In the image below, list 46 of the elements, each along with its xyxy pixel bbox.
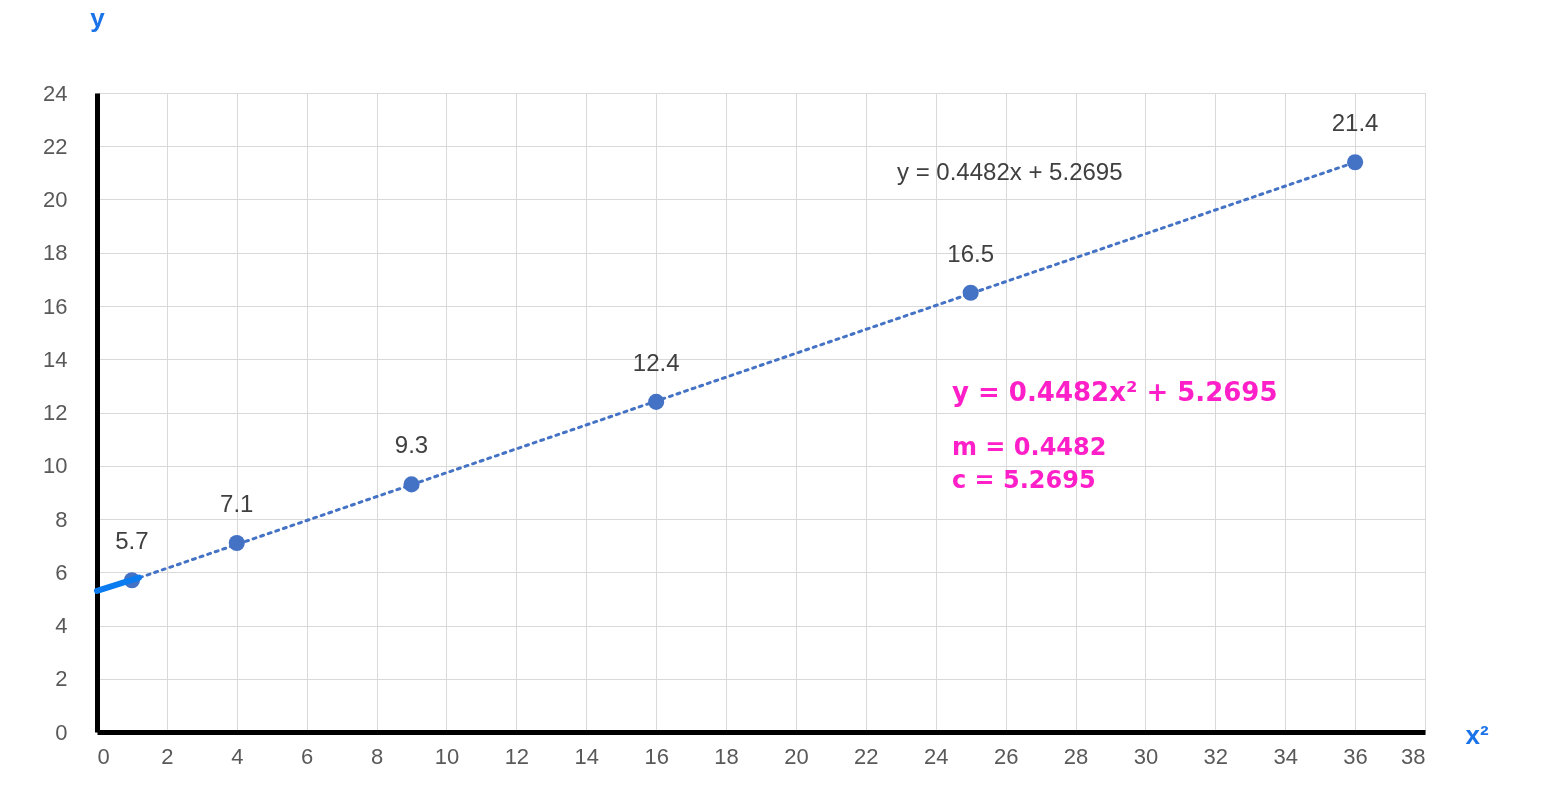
annotation: y = 0.4482x² + 5.2695 [952,377,1278,407]
data-label: 7.1 [220,489,254,517]
x-tick-label: 6 [301,743,314,769]
x-tick-label: 8 [370,743,384,769]
y-tick-label: 0 [55,719,68,745]
x-tick-label: 22 [854,743,879,769]
annotation: m = 0.4482 [952,433,1107,461]
y-tick-label: 10 [43,453,68,479]
data-label: 16.5 [947,239,995,267]
x-tick-label: 30 [1133,743,1159,769]
point [1347,154,1364,171]
x-tick-label: 14 [574,743,600,769]
x-tick-label: 28 [1063,743,1089,769]
y-tick-label: 18 [43,240,68,266]
y-tick-label: 12 [43,400,68,425]
x-tick-label: 4 [231,743,244,769]
y-tick-label: 16 [43,293,68,319]
x-tick-label: 20 [784,743,809,769]
x-tick-label: 12 [504,743,530,769]
x-tick-label: 18 [714,743,739,769]
x-axis-title: x² [1465,719,1489,750]
x-tick-label: 38 [1401,743,1426,769]
y-tick-label: 4 [55,613,68,638]
x-tick-label: 2 [161,743,174,769]
y-tick-label: 20 [43,187,68,212]
x-tick-label: 34 [1273,743,1298,769]
data-label: 12.4 [632,348,680,376]
y-tick-label: 2 [55,666,68,692]
x-tick-label: 32 [1203,743,1229,769]
data-label: 21.4 [1331,109,1379,137]
x-tick-label: 26 [993,743,1019,769]
annotation: c = 5.2695 [952,466,1096,494]
annotation: y = 0.4482x + 5.2695 [897,158,1123,185]
y-tick-label: 24 [43,80,68,106]
y-tick-label: 22 [43,133,68,159]
data-label: 5.7 [115,527,149,555]
x-tick-label: 16 [644,743,669,769]
x-tick-label: 36 [1343,743,1368,769]
y-tick-label: 6 [55,559,68,585]
data-label: 9.3 [394,431,429,459]
y-axis-title: y [90,2,106,33]
x-tick-label: 10 [434,743,460,769]
y-tick-label: 8 [55,506,68,532]
x-tick-label: 0 [97,743,110,769]
y-tick-label: 14 [43,346,68,372]
x-tick-label: 24 [923,743,949,769]
